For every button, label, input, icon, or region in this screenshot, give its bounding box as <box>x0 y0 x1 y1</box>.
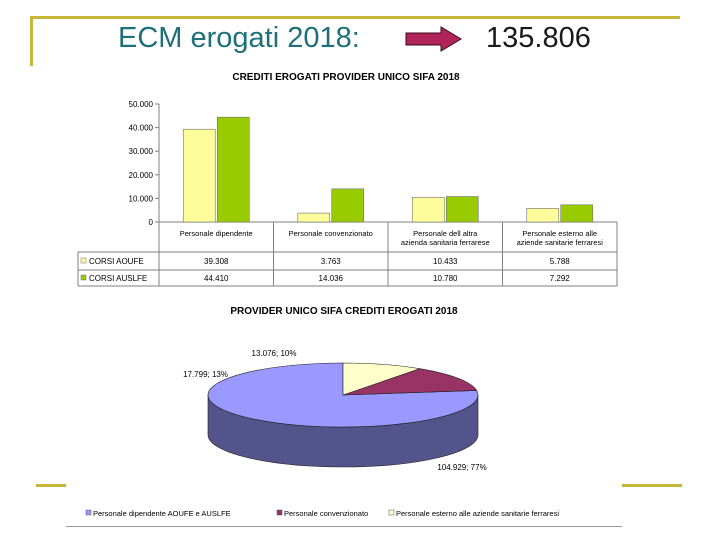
series-name: CORSI AUSLFE <box>89 274 147 283</box>
right-arrow-icon <box>405 26 462 52</box>
pie-slice <box>342 362 420 396</box>
decor-top-line <box>30 16 680 19</box>
table-value: 10.433 <box>433 257 458 266</box>
pie-data-label: 13.076; 10% <box>252 349 297 358</box>
bar-y-tick-label: 20.000 <box>129 171 154 180</box>
bar-category-label: azienda sanitaria ferrarese <box>401 238 490 247</box>
decor-bottom-left-line <box>36 484 66 487</box>
bar-y-tick-label: 10.000 <box>129 194 154 203</box>
bar-auslfe <box>445 196 479 223</box>
bar-category-label: Personale esterno alle <box>522 229 597 238</box>
bar-category-label: Personale dell altra <box>413 229 478 238</box>
pie-legend-label: Personale dipendente AOUFE e AUSLFE <box>93 509 231 518</box>
bar-y-tick-label: 40.000 <box>129 124 154 133</box>
bar-auslfe <box>216 116 250 223</box>
table-value: 14.036 <box>319 274 344 283</box>
bar-category-label: Personale dipendente <box>180 229 253 238</box>
bar-y-tick-label: 30.000 <box>129 147 154 156</box>
table-value: 7.292 <box>550 274 571 283</box>
bar-aoufe <box>411 197 445 223</box>
bar-aoufe <box>526 208 560 223</box>
bar-category-label: aziende sanitarie ferraresi <box>517 238 604 247</box>
table-value: 39.308 <box>204 257 229 266</box>
bar-chart: CREDITI EROGATI PROVIDER UNICO SIFA 2018… <box>77 72 618 287</box>
bar-y-tick-label: 50.000 <box>129 100 154 109</box>
legend-swatch <box>80 257 87 264</box>
series-name: CORSI AOUFE <box>89 257 144 266</box>
decor-left-line <box>30 16 33 66</box>
table-value: 5.788 <box>550 257 571 266</box>
pie-legend-label: Personale convenzionato <box>284 509 368 518</box>
table-value: 10.780 <box>433 274 458 283</box>
pie-legend-frame <box>66 496 622 527</box>
bar-y-tick-label: 0 <box>149 218 154 227</box>
pie-slice <box>342 368 478 396</box>
decor-bottom-right-line <box>622 484 682 487</box>
slide-total: 135.806 <box>486 22 591 54</box>
pie-legend-swatch <box>276 509 283 516</box>
table-value: 44.410 <box>204 274 229 283</box>
bar-auslfe <box>331 188 365 223</box>
slide-heading: ECM erogati 2018: <box>118 22 360 54</box>
bar-auslfe <box>560 204 594 223</box>
pie-legend-swatch <box>388 509 395 516</box>
bar-chart-title: CREDITI EROGATI PROVIDER UNICO SIFA 2018 <box>232 72 460 83</box>
pie-legend-label: Personale esterno alle aziende sanitarie… <box>396 509 559 518</box>
table-value: 3.763 <box>321 257 342 266</box>
bar-aoufe <box>297 212 331 223</box>
pie-chart-title: PROVIDER UNICO SIFA CREDITI EROGATI 2018 <box>230 306 458 317</box>
bar-aoufe <box>182 128 216 223</box>
pie-data-label: 104.929; 77% <box>437 463 486 472</box>
pie-legend-swatch <box>85 509 92 516</box>
pie-data-label: 17.799; 13% <box>183 370 228 379</box>
bar-category-label: Personale convenzionato <box>289 229 373 238</box>
legend-swatch <box>80 274 87 281</box>
